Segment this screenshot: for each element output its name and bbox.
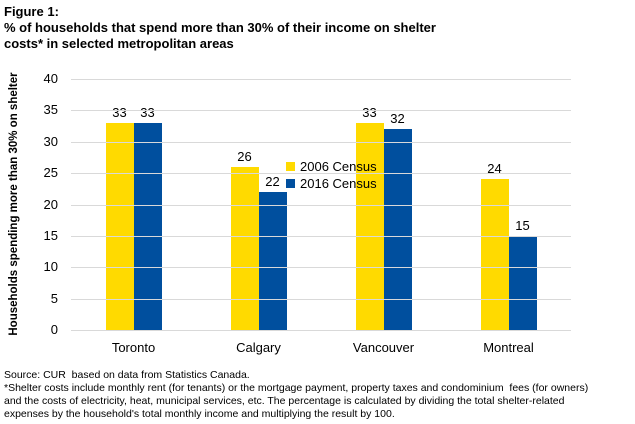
- plot-area: 33 33 26 22 33 32 24 15 2006 Census 2016 Census: [71, 79, 571, 331]
- bar-group-toronto: 33 33: [71, 79, 196, 330]
- y-tick-label: 20: [43, 196, 58, 212]
- y-axis-ticks: 0 5 10 15 20 25 30 35 40: [18, 72, 58, 337]
- y-tick-label: 30: [43, 133, 58, 149]
- gridline: [71, 267, 571, 269]
- footnote-line-2: and the costs of electricity, heat, muni…: [4, 395, 565, 407]
- legend-item-2016: 2016 Census: [286, 176, 377, 191]
- y-tick-label: 25: [43, 165, 58, 181]
- legend-label-2006: 2006 Census: [300, 159, 377, 174]
- bar: [480, 179, 509, 330]
- y-tick-label: 0: [50, 322, 58, 337]
- bar-column: 22: [258, 79, 287, 330]
- y-tick-label: 5: [50, 290, 58, 306]
- bar-group-vancouver: 33 32: [321, 79, 446, 330]
- bar-value-label: 33: [140, 104, 155, 120]
- figure-title-line-1: % of households that spend more than 30%…: [4, 20, 436, 35]
- gridline: [71, 110, 571, 112]
- figure-title-line-2: costs* in selected metropolitan areas: [4, 36, 234, 51]
- bar-column: 26: [230, 79, 259, 330]
- gridline: [71, 235, 571, 237]
- legend-label-2016: 2016 Census: [300, 176, 377, 191]
- bar-value-label: 33: [112, 104, 127, 120]
- x-axis-label: Toronto: [111, 340, 156, 355]
- bar: [133, 122, 162, 330]
- y-tick-label: 40: [43, 71, 58, 86]
- bar-value-label: 32: [390, 111, 405, 127]
- bar-value-label: 15: [515, 217, 530, 233]
- gridline: [71, 79, 571, 80]
- y-tick-label: 10: [43, 259, 58, 275]
- bar-column: 33: [355, 79, 384, 330]
- x-axis-labels: Toronto Calgary Vancouver Montreal: [71, 341, 571, 355]
- footnote-line-3: expenses by the household's total monthl…: [4, 408, 395, 420]
- x-axis-label: Calgary: [236, 340, 281, 355]
- y-tick-label: 35: [43, 102, 58, 118]
- bar: [508, 235, 537, 330]
- bar-value-label: 33: [362, 104, 377, 120]
- footnote-line-1: *Shelter costs include monthly rent (for…: [4, 382, 589, 394]
- y-tick-label: 15: [43, 227, 58, 243]
- bar: [258, 191, 287, 330]
- x-axis-label: Vancouver: [352, 340, 415, 355]
- bar-column: 15: [508, 79, 537, 330]
- legend-swatch-2016-icon: [286, 179, 295, 188]
- figure-label: Figure 1:: [4, 4, 59, 19]
- legend: 2006 Census 2016 Census: [286, 159, 377, 191]
- bar: [230, 166, 259, 330]
- bar-column: 32: [383, 79, 412, 330]
- bar-group-calgary: 26 22: [196, 79, 321, 330]
- bar-value-label: 24: [487, 161, 502, 177]
- legend-item-2006: 2006 Census: [286, 159, 377, 174]
- bar-value-label: 26: [237, 148, 252, 164]
- bar-column: 33: [133, 79, 162, 330]
- footer-notes: Source: CUR based on data from Statistic…: [4, 369, 632, 421]
- bars-layer: 33 33 26 22 33 32 24 15: [71, 79, 571, 330]
- legend-swatch-2006-icon: [286, 162, 295, 171]
- gridline: [71, 173, 571, 175]
- bar: [105, 122, 134, 330]
- figure-title: Figure 1: % of households that spend mor…: [4, 4, 436, 52]
- gridline: [71, 204, 571, 206]
- bar-column: 33: [105, 79, 134, 330]
- bar-value-label: 22: [265, 173, 280, 189]
- gridline: [71, 298, 571, 300]
- x-axis-label: Montreal: [483, 340, 534, 355]
- gridline: [71, 141, 571, 143]
- source-note: Source: CUR based on data from Statistic…: [4, 369, 250, 381]
- bar: [383, 129, 412, 330]
- bar: [355, 122, 384, 330]
